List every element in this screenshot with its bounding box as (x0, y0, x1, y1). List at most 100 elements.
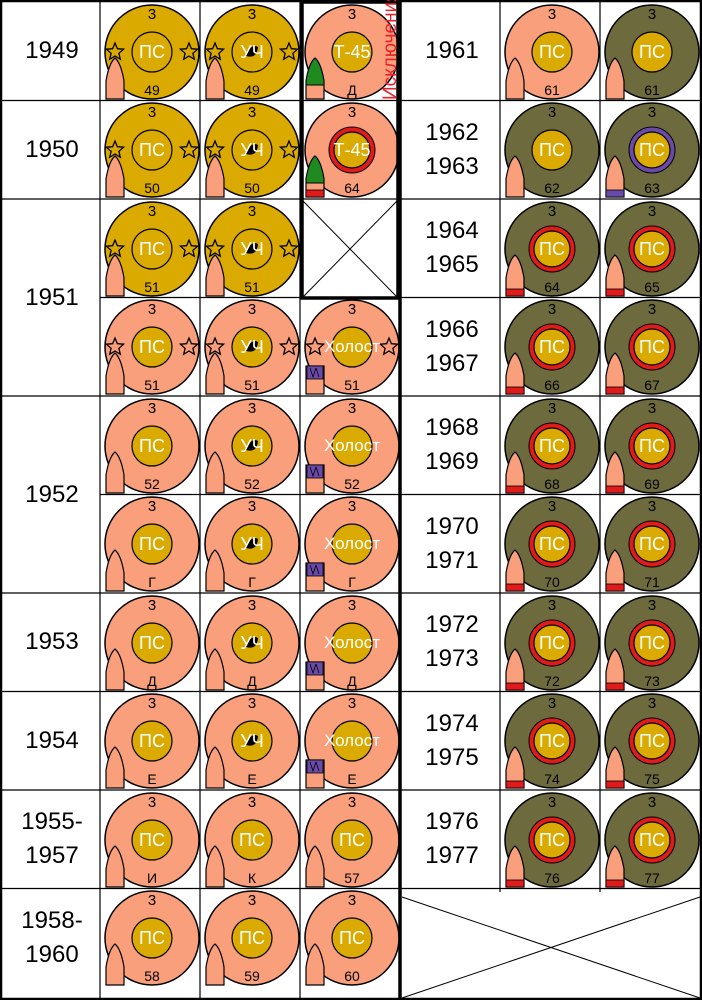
cartridge-marking: 3 ПС 62 (503, 101, 601, 199)
cartridge-marking: 3 УЧ 51 (203, 200, 301, 298)
cartridge-marking: 3 Холост 52 (303, 397, 401, 495)
year-mark: 52 (144, 475, 160, 492)
year-mark: Г (348, 574, 356, 590)
cartridge-marking: 3 ПС 73 (603, 594, 701, 692)
cartridge-marking: 3 Холост Д (303, 594, 401, 692)
cartridge-marking: 3 ПС 77 (603, 791, 701, 889)
cartridge-marking: 3 ПС 49 (103, 3, 201, 101)
cartridge-marking: 3 ПС 57 (303, 791, 401, 889)
cartridge-marking: 3 ПС 72 (503, 594, 601, 692)
caliber-mark: 3 (647, 793, 657, 811)
year-label: 1966 1967 (425, 315, 479, 377)
caliber-mark: 3 (247, 301, 257, 318)
caliber-mark: 3 (647, 5, 657, 23)
type-mark: УЧ (240, 238, 264, 259)
type-mark: ПС (539, 731, 565, 751)
type-mark: ПС (539, 41, 565, 62)
year-label: 1974 1975 (425, 709, 479, 771)
caliber-mark: 3 (147, 5, 157, 23)
year-mark: 51 (244, 278, 260, 295)
caliber-mark: 3 (147, 695, 157, 712)
caliber-mark: 3 (247, 892, 257, 909)
year-mark: Г (148, 574, 156, 590)
cartridge-marking: 3 Холост Е (303, 692, 401, 790)
year-mark: 59 (244, 968, 260, 984)
cartridge-marking: 3 ПС 71 (603, 495, 701, 593)
year-label: 1970 1971 (425, 512, 479, 574)
type-mark: ПС (139, 534, 165, 554)
year-mark: 57 (344, 869, 360, 886)
caliber-mark: 3 (147, 892, 157, 909)
year-mark: 51 (144, 278, 160, 295)
cartridge-marking: 3 Т-45 64 (303, 101, 401, 199)
cartridge-marking: 3 ПС 63 (603, 101, 701, 199)
year-mark: 66 (544, 377, 560, 393)
year-mark: 60 (344, 968, 360, 984)
caliber-mark: 3 (247, 399, 257, 417)
caliber-mark: 3 (547, 793, 557, 811)
caliber-mark: 3 (147, 399, 157, 417)
cartridge-marking: 3 ПС 70 (503, 495, 601, 593)
cartridge-marking: 3 ПС 67 (603, 298, 701, 396)
cartridge-marking: 3 ПС 61 (603, 3, 701, 101)
type-mark: Холост (323, 337, 381, 356)
type-mark: ПС (239, 928, 265, 948)
caliber-mark: 3 (547, 695, 557, 712)
year-label: 1952 (25, 480, 79, 508)
year-mark: Е (347, 771, 357, 787)
type-mark: ПС (239, 829, 265, 850)
year-mark: 49 (144, 81, 160, 98)
year-label: 1951 (25, 283, 79, 311)
year-mark: 51 (144, 377, 160, 393)
type-mark: ПС (539, 238, 565, 259)
type-mark: ПС (639, 435, 665, 456)
type-mark: УЧ (240, 41, 264, 62)
type-mark: ПС (139, 435, 165, 456)
cartridge-marking: 3 ПС 74 (503, 692, 601, 790)
type-mark: ПС (639, 238, 665, 259)
cartridge-marking: 3 ПС И (103, 791, 201, 889)
type-mark: ПС (339, 829, 365, 850)
year-label: 1949 (25, 37, 79, 65)
year-mark: К (247, 869, 257, 886)
year-mark: 74 (544, 771, 560, 787)
type-mark: УЧ (240, 337, 264, 357)
cartridge-marking: 3 УЧ 50 (203, 101, 301, 199)
caliber-mark: 3 (547, 596, 557, 614)
year-mark: 63 (644, 180, 660, 196)
type-mark: ПС (139, 632, 165, 653)
caliber-mark: 3 (147, 596, 157, 614)
cartridge-marking: 3 Холост Г (303, 495, 401, 593)
cartridge-marking: 3 ПС 69 (603, 397, 701, 495)
caliber-mark: 3 (647, 596, 657, 614)
type-mark: ПС (139, 41, 165, 62)
type-mark: ПС (539, 337, 565, 357)
type-mark: ПС (639, 41, 665, 62)
year-mark: 50 (144, 180, 160, 196)
type-mark: ПС (139, 731, 165, 751)
cartridge-marking: 3 ПС 51 (103, 298, 201, 396)
caliber-mark: 3 (247, 5, 257, 23)
year-mark: 65 (644, 278, 660, 295)
type-mark: ПС (639, 534, 665, 554)
year-mark: 70 (544, 574, 560, 590)
caliber-mark: 3 (647, 695, 657, 712)
type-mark: ПС (639, 632, 665, 653)
caliber-mark: 3 (547, 5, 557, 23)
type-mark: Т-45 (333, 140, 371, 160)
cartridge-marking: 3 ПС 64 (503, 200, 601, 298)
year-mark: Д (347, 672, 357, 689)
caliber-mark: 3 (547, 399, 557, 417)
year-mark: 51 (244, 377, 260, 393)
caliber-mark: 3 (147, 202, 157, 220)
type-mark: ПС (339, 928, 365, 948)
cartridge-marking: 3 ПС 75 (603, 692, 701, 790)
caliber-mark: 3 (247, 104, 257, 121)
year-mark: 51 (344, 377, 360, 393)
cartridge-marking: 3 ПС 61 (503, 3, 601, 101)
caliber-mark: 3 (147, 498, 157, 515)
type-mark: ПС (139, 337, 165, 357)
type-mark: Холост (323, 731, 381, 750)
cartridge-marking: 3 УЧ 52 (203, 397, 301, 495)
type-mark: ПС (539, 435, 565, 456)
